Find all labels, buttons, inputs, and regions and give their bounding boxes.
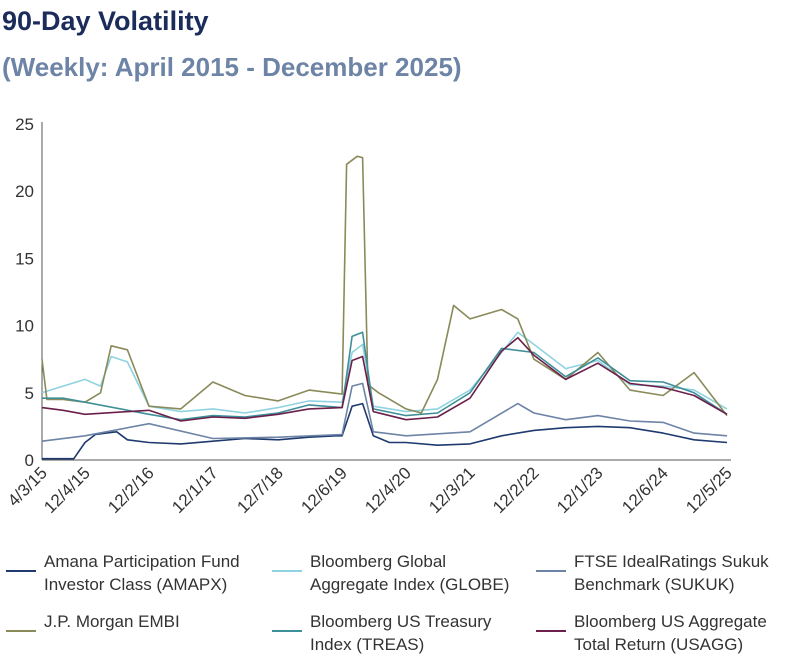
legend-item: Bloomberg US Treasury Index (TREAS) (272, 610, 491, 656)
legend-item: FTSE IdealRatings Sukuk Benchmark (SUKUK… (536, 550, 769, 596)
legend-swatch (536, 630, 566, 632)
series-line-3 (41, 155, 728, 417)
x-tick-label: 12/1/23 (553, 463, 607, 517)
legend-label: Amana Participation Fund Investor Class … (44, 552, 240, 594)
x-tick-label: 12/3/21 (425, 463, 479, 517)
series-line-0 (42, 402, 728, 460)
legend-swatch (6, 570, 36, 572)
x-tick-label: 12/2/16 (104, 463, 158, 517)
legend-swatch (6, 630, 36, 632)
y-tick-label: 10 (15, 317, 34, 336)
y-axis: 0 5 10 15 20 25 (15, 115, 43, 470)
series-line-1 (41, 331, 728, 414)
x-tick-label: 12/5/25 (682, 463, 736, 517)
legend-swatch (272, 570, 302, 572)
series-line-4 (42, 331, 728, 421)
legend-item: Bloomberg US Aggregate Total Return (USA… (536, 610, 767, 656)
legend-label: Bloomberg US Treasury Index (TREAS) (310, 612, 492, 654)
series-line-5 (41, 336, 728, 422)
legend-swatch (272, 630, 302, 632)
legend-item: Bloomberg Global Aggregate Index (GLOBE) (272, 550, 509, 596)
x-tick-label: 12/6/19 (297, 463, 351, 517)
x-tick-label: 12/2/22 (489, 463, 543, 517)
x-tick-label: 12/4/20 (361, 463, 415, 517)
series-line-2 (41, 382, 728, 442)
chart-title: 90-Day Volatility (2, 6, 209, 36)
series-lines (41, 155, 728, 460)
y-tick-label: 15 (15, 249, 34, 268)
legend-item: J.P. Morgan EMBI (6, 610, 180, 633)
legend-label: FTSE IdealRatings Sukuk Benchmark (SUKUK… (574, 552, 769, 594)
y-tick-label: 20 (15, 182, 34, 201)
y-tick-label: 5 (25, 384, 34, 403)
legend-label: Bloomberg US Aggregate Total Return (USA… (574, 612, 767, 654)
x-tick-label: 12/7/18 (233, 463, 287, 517)
legend-item: Amana Participation Fund Investor Class … (6, 550, 240, 596)
legend-label: J.P. Morgan EMBI (44, 612, 180, 631)
y-tick-label: 25 (15, 115, 34, 134)
x-tick-label: 12/4/15 (40, 463, 94, 517)
legend-label: Bloomberg Global Aggregate Index (GLOBE) (310, 552, 510, 594)
y-tick-label: 0 (25, 451, 34, 470)
x-tick-label: 12/6/24 (618, 463, 672, 517)
x-tick-label: 12/1/17 (168, 463, 222, 517)
chart-subtitle: (Weekly: April 2015 - December 2025) (2, 52, 462, 82)
legend-swatch (536, 570, 566, 572)
